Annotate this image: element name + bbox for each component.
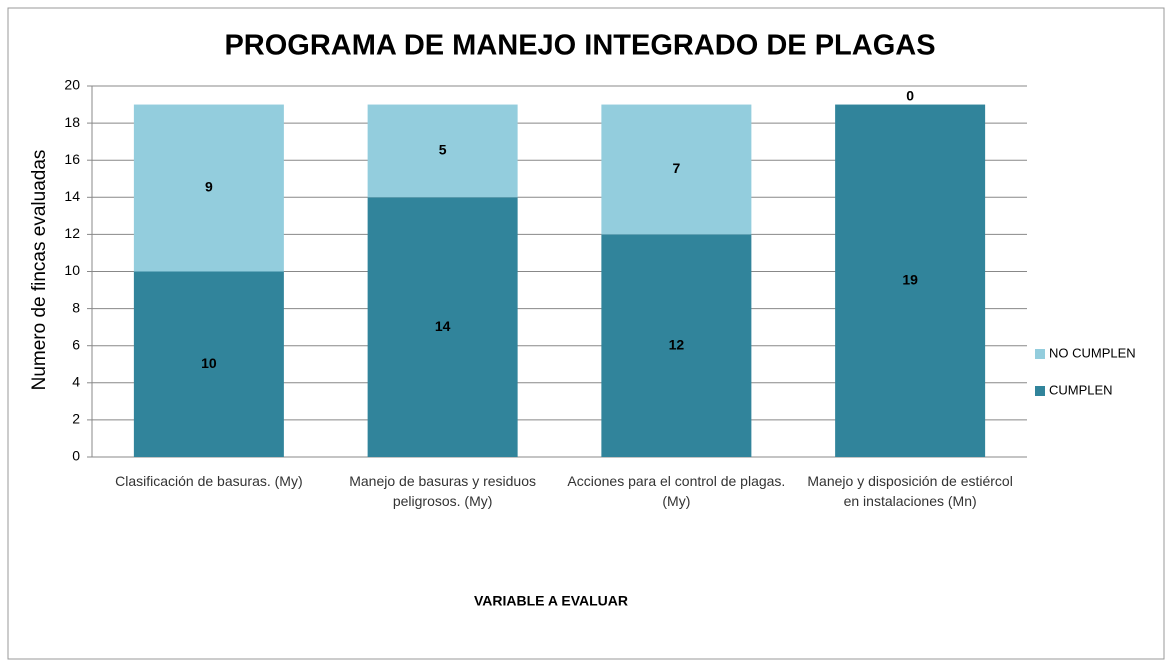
y-tick-label: 0 <box>72 448 80 464</box>
y-tick-label: 8 <box>72 299 80 315</box>
y-axis-title: Numero de fincas evaluadas <box>29 150 50 391</box>
x-tick-label: Manejo de basuras y residuos peligrosos.… <box>349 473 537 509</box>
y-tick-label: 10 <box>64 262 80 278</box>
chart-title: PROGRAMA DE MANEJO INTEGRADO DE PLAGAS <box>224 30 935 62</box>
x-tick-label: Acciones para el control de plagas. (My) <box>567 473 786 509</box>
data-label: 9 <box>205 179 213 195</box>
y-tick-label: 20 <box>64 77 80 93</box>
bar-segment <box>133 271 284 457</box>
data-label: 14 <box>435 318 451 334</box>
data-label: 12 <box>669 336 685 352</box>
data-label: 0 <box>906 87 914 103</box>
y-tick-label: 12 <box>64 225 80 241</box>
data-label: 7 <box>672 160 680 176</box>
legend-label: NO CUMPLEN <box>1049 345 1136 360</box>
x-tick-label: Manejo y disposición de estiércol en ins… <box>807 473 1013 509</box>
data-label: 19 <box>902 271 918 287</box>
legend-swatch <box>1035 349 1045 359</box>
y-tick-label: 14 <box>64 188 80 204</box>
data-label: 5 <box>439 142 447 158</box>
data-label: 10 <box>201 355 217 371</box>
y-tick-label: 2 <box>72 411 80 427</box>
bar-segment <box>133 104 284 272</box>
x-axis-title: VARIABLE A EVALUAR <box>474 593 628 609</box>
legend-swatch <box>1035 386 1045 396</box>
y-tick-label: 18 <box>64 114 80 130</box>
y-tick-label: 16 <box>64 151 80 167</box>
bar-segment <box>367 197 518 458</box>
y-tick-label: 6 <box>72 336 80 352</box>
bar-segment <box>835 104 986 458</box>
bar-segment <box>601 234 752 457</box>
bar-segment <box>601 104 752 235</box>
legend-label: CUMPLEN <box>1049 382 1113 397</box>
bar-segment <box>367 104 518 198</box>
y-tick-label: 4 <box>72 374 80 390</box>
x-tick-label: Clasificación de basuras. (My) <box>115 473 303 489</box>
